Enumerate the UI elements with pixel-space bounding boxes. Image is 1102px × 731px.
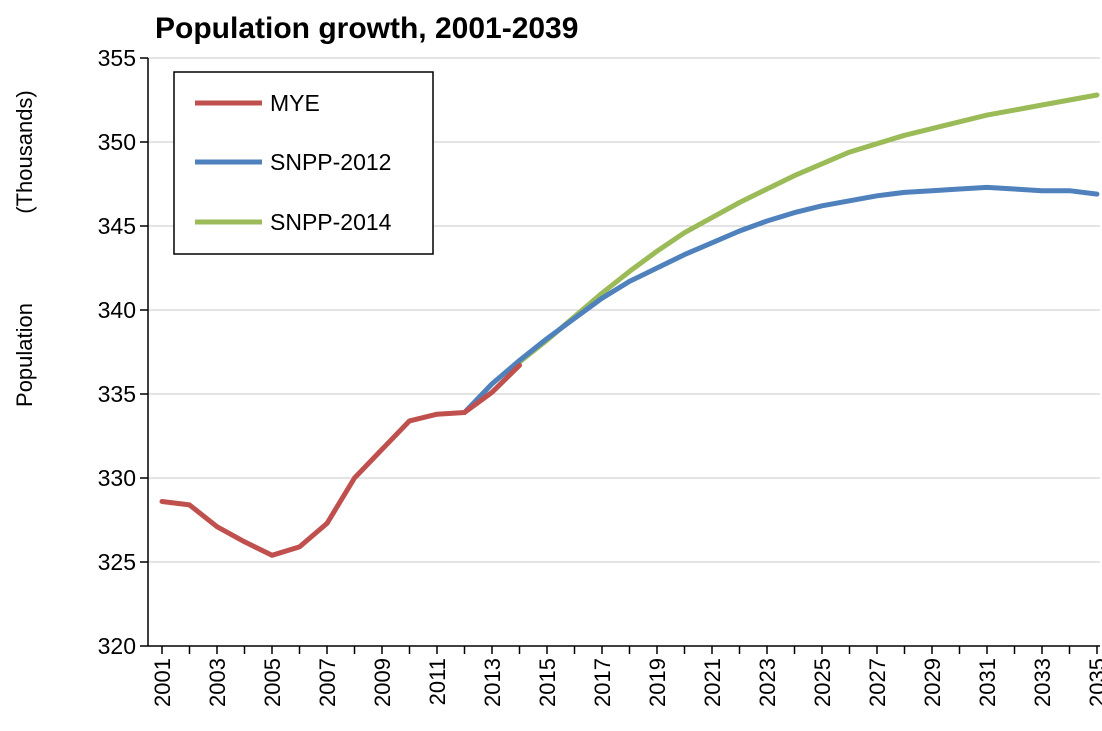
series-line-mye — [159, 362, 522, 558]
legend-items: MYE SNPP-2012 SNPP-2014 — [195, 90, 392, 235]
axes — [147, 58, 1100, 654]
y-tick-labels: 320 325 330 335 340 345 350 355 — [98, 45, 136, 659]
x-tick-label: 2035 — [1085, 658, 1102, 707]
y-axis-units-label: (Thousands) — [12, 90, 37, 214]
legend-label-mye: MYE — [270, 90, 320, 116]
x-tick-label: 2013 — [480, 658, 505, 707]
x-tick-label: 2011 — [425, 658, 450, 705]
legend-label-snpp-2012: SNPP-2012 — [270, 149, 391, 175]
x-tick-label: 2001 — [150, 658, 175, 707]
chart-title: Population growth, 2001-2039 — [155, 12, 578, 45]
y-tick-label: 340 — [98, 297, 136, 323]
legend-label-snpp-2014: SNPP-2014 — [270, 209, 392, 235]
y-tick-label: 345 — [98, 213, 136, 239]
x-tick-label: 2019 — [645, 658, 670, 707]
x-tick-label: 2005 — [260, 658, 285, 707]
x-tick-label: 2003 — [205, 658, 230, 707]
x-tick-label: 2025 — [810, 658, 835, 707]
x-tick-label: 2029 — [920, 658, 945, 707]
x-tick-label: 2015 — [535, 658, 560, 707]
y-tick-label: 320 — [98, 633, 136, 659]
x-tick-label: 2031 — [975, 658, 1000, 707]
series-line-snpp-2012 — [462, 184, 1100, 415]
y-tick-label: 350 — [98, 129, 136, 155]
y-axis-label: Population — [12, 303, 37, 407]
y-tick-label: 325 — [98, 549, 136, 575]
x-tick-label: 2023 — [755, 658, 780, 707]
x-tick-label: 2027 — [865, 658, 890, 707]
series-line-snpp-2014 — [517, 92, 1100, 365]
x-tick-label: 2017 — [590, 658, 615, 707]
x-tick-label: 2009 — [370, 658, 395, 707]
y-tick-label: 330 — [98, 465, 136, 491]
y-tick-label: 335 — [98, 381, 136, 407]
y-tick-label: 355 — [98, 45, 136, 71]
series-lines — [159, 92, 1100, 558]
x-tick-label: 2021 — [700, 658, 725, 707]
x-tick-label: 2033 — [1030, 658, 1055, 707]
x-tick-label: 2007 — [315, 658, 340, 707]
legend: MYE SNPP-2012 SNPP-2014 — [173, 71, 434, 255]
x-tick-labels: 2001 2003 2005 2007 2009 2011 2013 2015 2017 2019… — [150, 658, 1102, 707]
